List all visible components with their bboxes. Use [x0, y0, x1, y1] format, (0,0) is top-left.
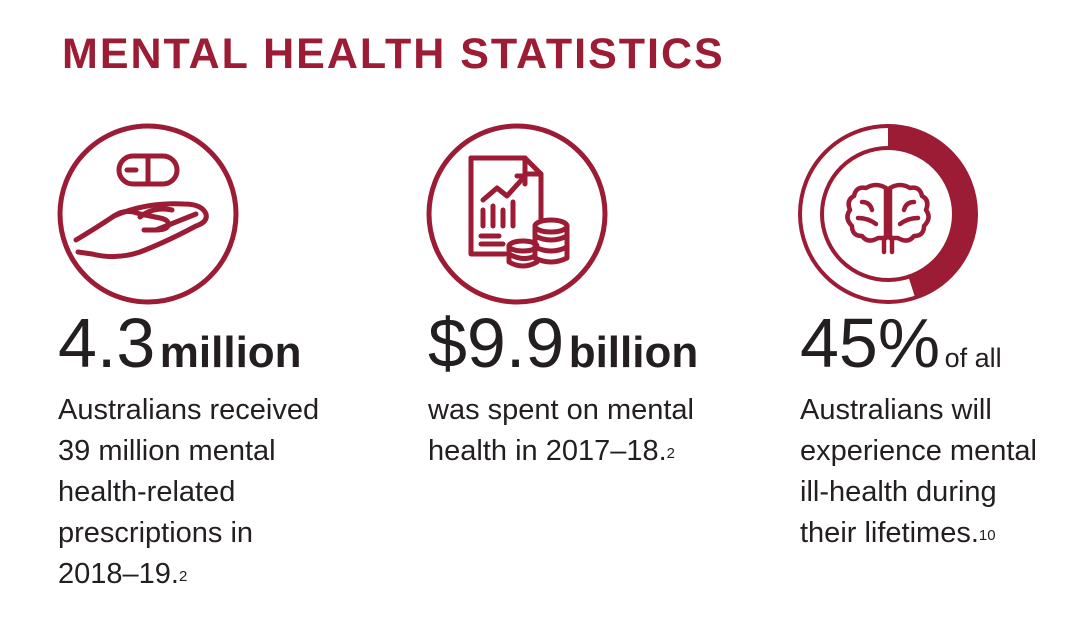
brain-ring-icon	[796, 122, 980, 306]
stat-description: Australians will experience mental ill-h…	[800, 390, 1037, 554]
stat-headline: 45% of all	[800, 308, 1037, 378]
description-line: ill-health during	[800, 476, 997, 508]
hand-pill-icon	[56, 122, 240, 306]
stat-headline: 4.3 million	[58, 308, 319, 378]
description-line: their lifetimes.10	[800, 513, 1037, 554]
description-line: experience mental	[800, 435, 1037, 467]
description-text: 2018–19.	[58, 558, 179, 590]
stat-spending: $9.9 billion was spent on mental health …	[428, 308, 698, 472]
stat-number: 4.3	[58, 304, 156, 382]
progress-arc	[888, 126, 977, 298]
description-line: Australians will	[800, 394, 992, 426]
footnote-ref: 2	[666, 445, 675, 462]
stat-number: $9.9	[428, 304, 565, 382]
stat-description: Australians received 39 million mental h…	[58, 390, 319, 595]
description-line: Australians received	[58, 394, 320, 426]
stat-prescriptions: 4.3 million Australians received 39 mill…	[58, 308, 319, 595]
footnote-ref: 10	[978, 527, 996, 544]
description-text: their lifetimes.	[800, 517, 979, 549]
stat-headline: $9.9 billion	[428, 308, 698, 378]
description-line: 39 million mental	[58, 435, 276, 467]
description-line: health in 2017–18.2	[428, 431, 698, 472]
page-title: MENTAL HEALTH STATISTICS	[62, 30, 725, 78]
stat-number: 45%	[800, 304, 941, 382]
stat-unit: million	[159, 328, 302, 377]
description-line: health-related	[58, 476, 236, 508]
stat-lifetime-prevalence: 45% of all Australians will experience m…	[800, 308, 1037, 554]
stat-description: was spent on mental health in 2017–18.2	[428, 390, 698, 472]
stat-unit: of all	[944, 343, 1002, 373]
description-line: was spent on mental	[428, 394, 694, 426]
footnote-ref: 2	[178, 568, 188, 585]
description-text: health in 2017–18.	[428, 435, 667, 467]
financial-report-coins-icon	[425, 122, 609, 306]
stat-unit: billion	[568, 328, 699, 377]
description-line: prescriptions in	[58, 517, 254, 549]
description-line: 2018–19.2	[58, 554, 319, 595]
